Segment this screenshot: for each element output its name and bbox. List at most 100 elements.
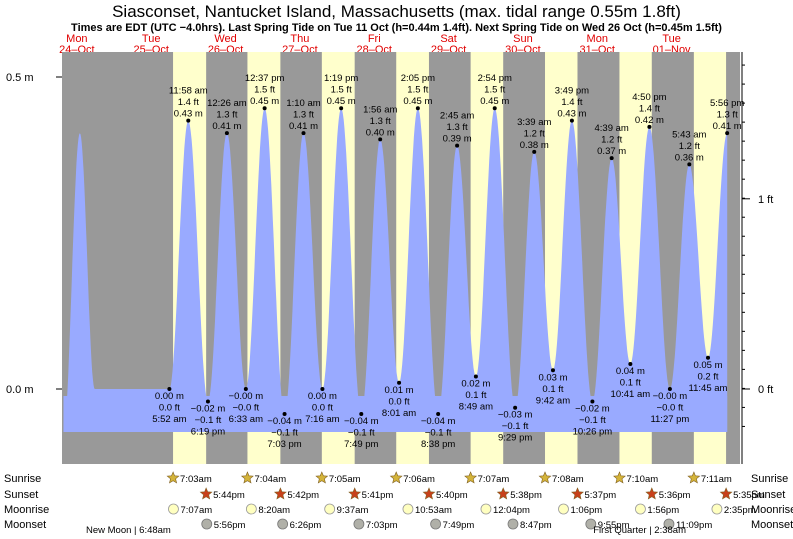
high-tide-label: 3:49 pm	[555, 86, 589, 97]
high-tide-label: 0.41 m	[289, 121, 318, 132]
low-tide-point	[436, 411, 441, 416]
low-tide-label: 11:27 pm	[650, 414, 689, 425]
moonrise-time: 7:07am	[180, 505, 212, 516]
low-tide-point	[243, 387, 248, 391]
day-name: Mon	[66, 33, 87, 45]
sunset-icon	[348, 487, 362, 500]
high-tide-label: 3:39 am	[517, 117, 551, 128]
tide-area	[63, 108, 728, 432]
high-tide-label: 0.37 m	[597, 146, 626, 157]
high-tide-label: 1.3 ft	[293, 110, 314, 121]
high-tide-label: 1.4 ft	[639, 103, 660, 114]
low-tide-point	[205, 399, 210, 404]
low-tide-label: 0.1 ft	[620, 378, 641, 389]
high-tide-label: 4:39 am	[595, 123, 629, 134]
day-name: Thu	[290, 33, 309, 45]
low-tide-label: −0.1 ft	[502, 421, 529, 432]
high-tide-point	[378, 137, 383, 142]
low-tide-label: −0.03 m	[498, 410, 533, 421]
moonrise-time: 1:56pm	[647, 505, 679, 516]
low-tide-label: −0.00 m	[653, 391, 688, 402]
high-tide-label: 0.43 m	[557, 109, 586, 120]
high-tide-label: 4:50 pm	[632, 92, 666, 103]
low-tide-point	[397, 380, 402, 385]
high-tide-label: 1.3 ft	[216, 110, 237, 121]
water-base	[63, 396, 728, 432]
moonrise-icon	[402, 503, 414, 515]
low-tide-label: 0.00 m	[155, 391, 184, 402]
sunrise-time: 7:05am	[329, 474, 361, 485]
high-tide-point	[647, 124, 652, 129]
sunrise-time: 7:08am	[552, 474, 584, 485]
high-tide-label: 1:56 am	[363, 104, 397, 115]
sunrise-time: 7:10am	[626, 474, 658, 485]
high-tide-point	[186, 118, 191, 123]
moonrise-time: 1:06pm	[570, 505, 602, 516]
high-tide-label: 1:19 pm	[324, 73, 358, 84]
day-name: Wed	[214, 33, 236, 45]
moonset-time: 7:49pm	[443, 520, 475, 531]
high-tide-label: 12:37 pm	[245, 73, 285, 84]
moonrise-icon	[168, 503, 179, 515]
chart-title: Siasconset, Nantucket Island, Massachuse…	[112, 2, 681, 21]
sunrise-time: 7:07am	[478, 474, 510, 485]
sunrise-icon	[315, 471, 329, 484]
high-tide-label: 0.45 m	[250, 96, 279, 107]
day-name: Fri	[368, 33, 381, 45]
low-tide-label: 5:52 am	[152, 414, 186, 425]
moonrise-icon	[635, 503, 646, 515]
sunrise-time: 7:04am	[254, 474, 286, 485]
high-tide-label: 0.39 m	[443, 134, 472, 145]
day-name: Mon	[587, 33, 608, 45]
low-tide-label: 0.02 m	[461, 379, 490, 390]
moonrise-time: 10:53am	[415, 505, 452, 516]
moon-phase-first-quarter: First Quarter | 2:38am	[593, 525, 686, 536]
moonrise-icon	[711, 503, 723, 515]
high-tide-label: 0.38 m	[520, 140, 549, 151]
high-tide-label: 11:58 am	[169, 86, 208, 97]
sunset-time: 5:38pm	[510, 490, 542, 501]
sunset-time: 5:41pm	[362, 490, 394, 501]
low-tide-label: −0.1 ft	[195, 415, 222, 426]
high-tide-label: 12:26 am	[207, 98, 247, 109]
high-tide-point	[455, 143, 460, 148]
sunrise-time: 7:06am	[403, 474, 435, 485]
row-label-right: Sunset	[751, 489, 785, 501]
moonset-icon	[507, 518, 519, 530]
high-tide-label: 1.2 ft	[601, 135, 622, 146]
sunrise-icon	[687, 471, 701, 484]
low-tide-label: 9:29 pm	[498, 433, 532, 444]
row-label-right: Moonset	[751, 519, 793, 531]
sunrise-time: 7:11am	[701, 474, 732, 485]
sunset-icon	[571, 487, 584, 500]
low-tide-label: 10:41 am	[611, 389, 651, 400]
high-tide-label: 1.5 ft	[331, 85, 352, 96]
low-tide-label: 0.2 ft	[697, 371, 718, 382]
sunrise-icon	[389, 471, 403, 484]
axes: 0.5 m 0.0 m 1 ft 0 ft	[6, 52, 773, 464]
sunset-time: 5:35pm	[733, 490, 765, 501]
high-tide-label: 1.5 ft	[484, 85, 505, 96]
low-tide-label: 11:45 am	[689, 383, 728, 394]
day-name: Sat	[440, 33, 457, 45]
low-tide-label: −0.04 m	[344, 416, 379, 427]
sunrise-icon	[166, 471, 180, 484]
left-axis-label: 0.5 m	[6, 72, 34, 84]
moonset-time: 9:55pm	[598, 520, 630, 531]
high-tide-label: 2:05 pm	[401, 73, 435, 84]
moonset-icon	[277, 518, 289, 530]
high-tide-label: 1.2 ft	[524, 128, 545, 139]
low-tide-label: −0.02 m	[191, 403, 226, 414]
moonset-icon	[430, 518, 442, 530]
high-tide-label: 1.5 ft	[407, 85, 428, 96]
sunrise-icon	[240, 471, 254, 484]
sunrise-icon	[613, 471, 626, 484]
sunset-icon	[645, 487, 659, 500]
moonrise-icon	[558, 503, 569, 515]
low-tide-label: 8:38 pm	[421, 439, 455, 450]
sunset-time: 5:37pm	[584, 490, 616, 501]
high-tide-label: 1.5 ft	[254, 85, 275, 96]
high-tide-label: 0.40 m	[366, 127, 395, 138]
high-tide-point	[262, 106, 267, 111]
low-tide-label: 7:03 pm	[267, 439, 301, 450]
